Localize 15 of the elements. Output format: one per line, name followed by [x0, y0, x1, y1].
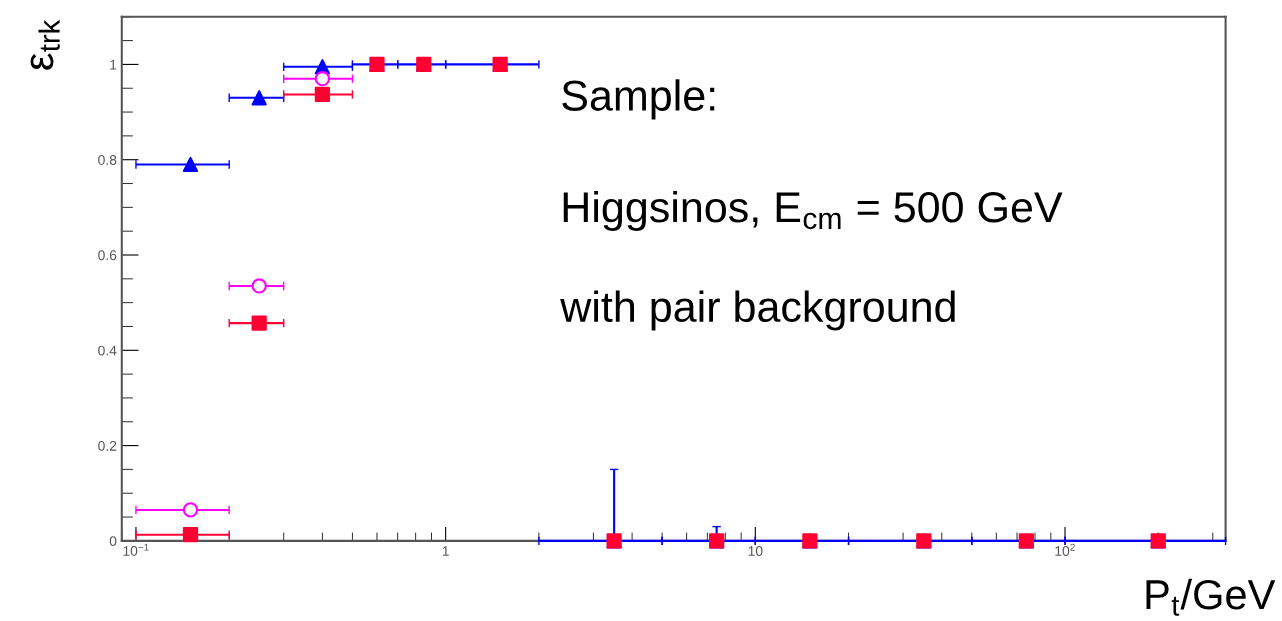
y-tick-label: 0.6 — [98, 250, 117, 261]
y-axis-title: ε$_{trk}$ — [30, 19, 60, 70]
y-tick-label: 0.2 — [98, 440, 117, 451]
x-axis-title: P$_{t}$/GeV — [1146, 578, 1276, 616]
x-tick-label: 10$^{2}$ — [1055, 543, 1075, 556]
x-tick-label: 10 — [748, 546, 763, 556]
annotation: with pair background — [560, 290, 955, 331]
y-tick-label: 1 — [110, 59, 117, 70]
y-tick-label: 0.8 — [98, 155, 117, 165]
x-tick-label: 1 — [442, 546, 449, 556]
annotation: Sample: — [562, 79, 715, 120]
y-tick-label: 0.4 — [98, 345, 117, 356]
y-tick-label: 0 — [109, 536, 117, 547]
x-tick-label: 10$^{−1}$ — [123, 543, 149, 556]
annotation: Higgsinos, E$_{cm}$ = 500 GeV — [563, 190, 1063, 232]
